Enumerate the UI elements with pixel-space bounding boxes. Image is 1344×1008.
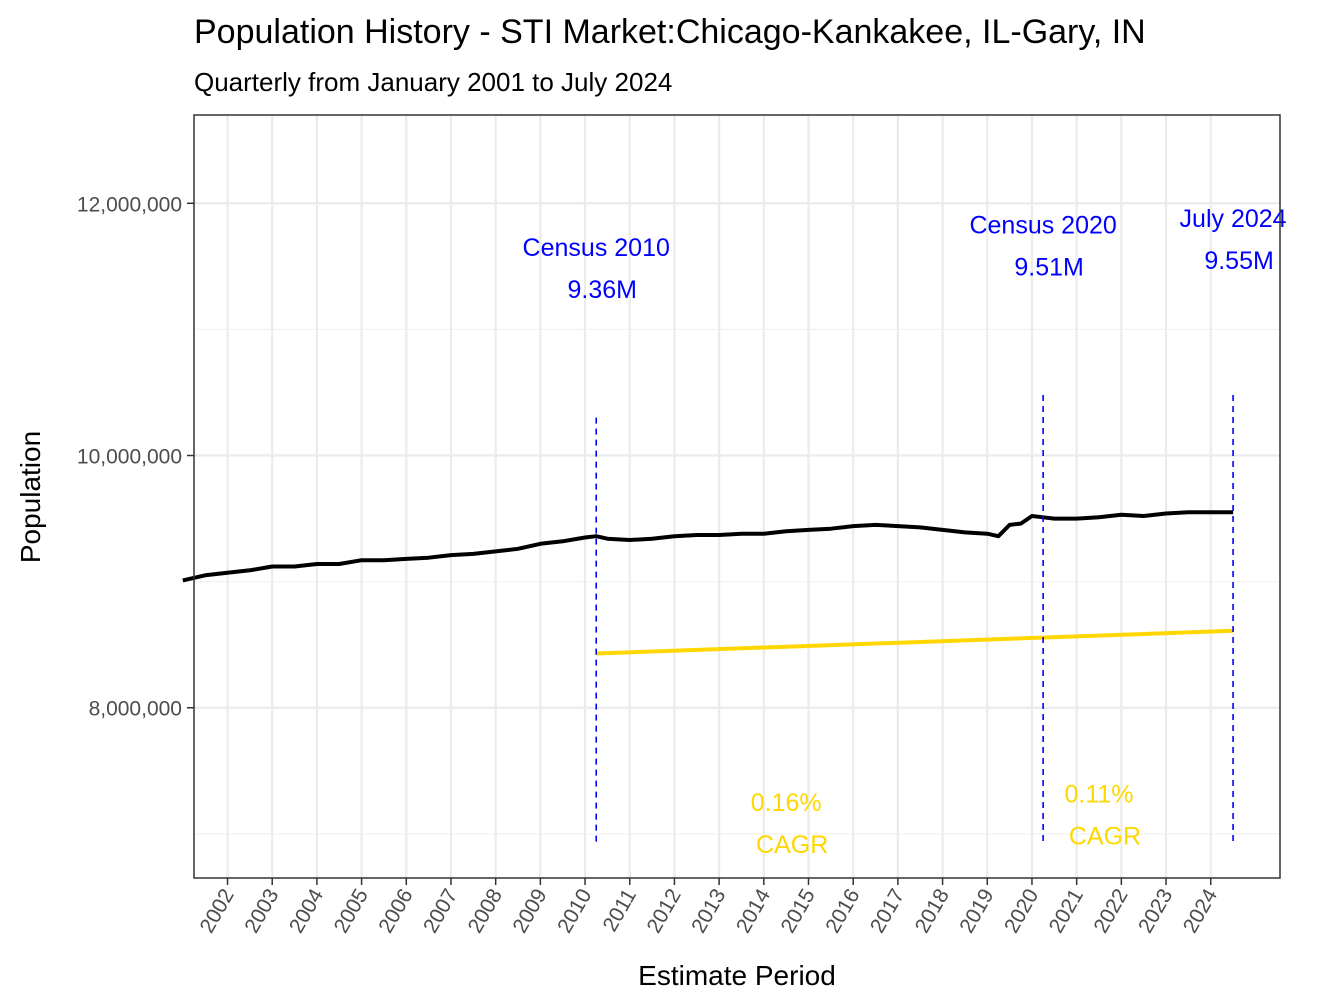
y-tick-label: 10,000,000 [77, 446, 182, 469]
population-series-line [182, 510, 1234, 583]
annotation-label: July 2024 9.55M [1180, 205, 1287, 275]
x-tick-label: 2008 [464, 885, 507, 937]
y-axis-title: Population [15, 431, 46, 563]
x-tick-label: 2024 [1179, 885, 1222, 937]
x-tick-label: 2015 [777, 885, 820, 937]
x-tick-label: 2021 [1045, 885, 1088, 937]
x-tick-label: 2016 [821, 885, 864, 937]
x-tick-label: 2006 [374, 885, 417, 937]
y-tick-label: 12,000,000 [77, 193, 182, 216]
chart-subtitle: Quarterly from January 2001 to July 2024 [194, 67, 672, 97]
census-reference-lines [595, 394, 1234, 843]
x-tick-label: 2011 [599, 885, 642, 936]
x-tick-label: 2004 [285, 885, 328, 937]
y-tick-label: 8,000,000 [89, 698, 182, 721]
series-layer [182, 510, 1234, 656]
x-tick-label: 2013 [687, 885, 730, 937]
chart-title: Population History - STI Market:Chicago-… [194, 13, 1146, 51]
x-axis-title: Estimate Period [638, 960, 836, 991]
annotation-label: Census 2010 9.36M [523, 234, 670, 304]
x-tick-label: 2003 [240, 885, 283, 937]
x-tick-label: 2005 [330, 885, 373, 937]
x-tick-label: 2012 [642, 885, 685, 937]
x-tick-label: 2014 [732, 885, 775, 937]
major-gridlines [194, 115, 1280, 878]
x-tick-label: 2018 [911, 885, 954, 937]
x-tick-label: 2007 [419, 885, 462, 937]
x-tick-label: 2020 [1000, 885, 1043, 937]
x-tick-label: 2009 [508, 885, 551, 937]
x-tick-label: 2010 [553, 885, 596, 937]
plot-panel-border [193, 114, 1281, 879]
cagr-trend-line [596, 628, 1234, 656]
x-tick-label: 2023 [1134, 885, 1177, 937]
minor-gridlines [194, 328, 1280, 835]
annotation-layer: Census 2010 9.36M Census 2020 9.51M July 202… [523, 205, 1287, 859]
annotation-label: Census 2020 9.51M [969, 212, 1116, 282]
annotation-label: 0.11% CAGR [1064, 780, 1141, 850]
x-tick-label: 2017 [866, 885, 909, 937]
x-tick-label: 2022 [1089, 885, 1132, 937]
x-axis: 2002 2003 2004 2005 2006 2007 2008 2009 2010 2011… [196, 878, 1222, 937]
x-tick-label: 2002 [196, 885, 239, 937]
x-tick-label: 2019 [955, 885, 998, 937]
y-axis: 8,000,000 10,000,000 12,000,000 [77, 193, 194, 721]
annotation-label: 0.16% CAGR [751, 789, 829, 859]
